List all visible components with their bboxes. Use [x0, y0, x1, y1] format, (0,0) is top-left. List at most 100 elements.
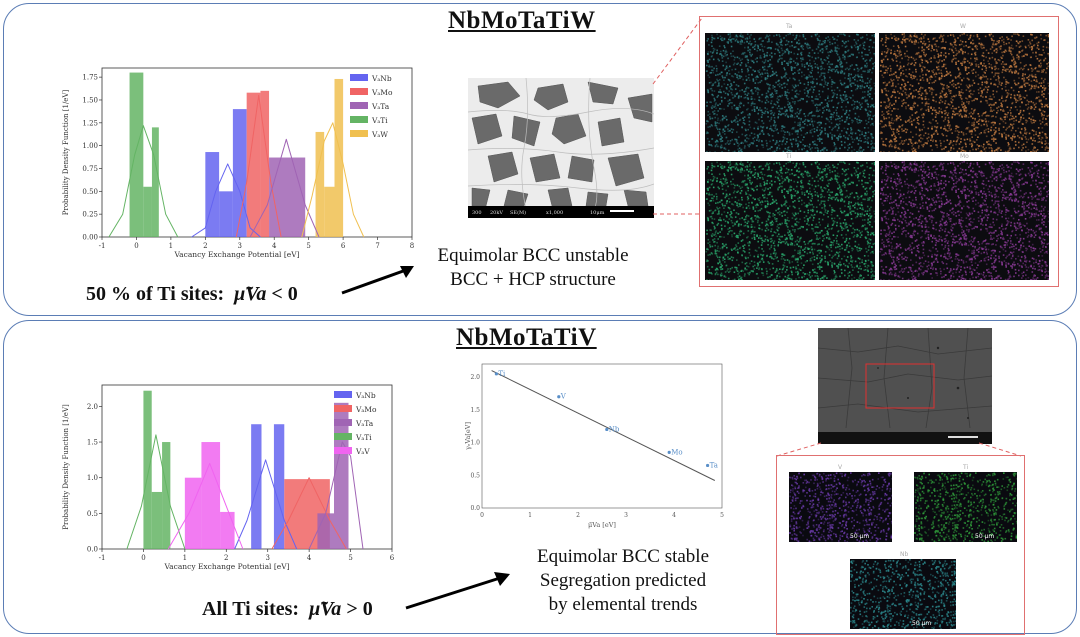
bottom-caption-line-1: Equimolar BCC stable [536, 546, 710, 567]
y-tick-label: 0.50 [82, 188, 98, 196]
scatter-point-label-ta: Ta [710, 461, 718, 469]
x-tick-label: 6 [390, 554, 395, 562]
top-statement-prefix: 50 % of Ti sites: [86, 283, 225, 305]
kde-va_nb [234, 459, 298, 550]
y-tick-label: 1.5 [87, 439, 98, 447]
scatter-point-ti [494, 372, 498, 376]
legend-swatch-va_v [334, 447, 352, 454]
top-caption-line-1: Equimolar BCC unstable [437, 245, 629, 266]
scatter-frame [481, 363, 723, 509]
y-tick-label: 0.00 [82, 234, 98, 242]
eds-map-nb [850, 559, 958, 631]
sem-bar-kv: 20kV [490, 210, 503, 216]
scatter-point-mo [667, 450, 671, 454]
y-tick-label: 1.75 [82, 74, 98, 82]
legend-label-va_ti: VₐTi [355, 433, 372, 442]
legend-swatch-va_w [350, 130, 368, 137]
x-tick-label: 7 [375, 242, 379, 250]
scatter-x-tick: 4 [672, 512, 676, 519]
scatter-fit-line [491, 370, 716, 481]
scatter-point-v [557, 395, 561, 399]
x-tick-label: 8 [410, 242, 414, 250]
x-tick-label: 1 [169, 242, 173, 250]
bar-va_v [184, 477, 202, 549]
scatter-point-label-v: V [560, 393, 567, 401]
x-tick-label: 0 [134, 242, 138, 250]
legend-label-va_ta: VₐTa [355, 419, 374, 428]
legend-label-va_nb: VₐNb [355, 391, 376, 400]
legend-swatch-va_ta [350, 102, 368, 109]
x-tick-label: 3 [238, 242, 242, 250]
eds-map-v-label: V [838, 464, 843, 471]
legend-swatch-va_nb [350, 74, 368, 81]
top-statement-mu: μ̃Va [234, 283, 267, 305]
y-tick-label: 0.75 [82, 165, 98, 173]
bar-va_ti [143, 390, 152, 549]
eds-map-ti-scale: 50 μm [975, 533, 995, 540]
legend-swatch-va_nb [334, 391, 352, 398]
scatter-x-tick: 5 [720, 512, 724, 519]
x-tick-label: 5 [348, 554, 352, 562]
scatter-y-tick: 0.0 [470, 505, 480, 512]
bar-va_v [201, 442, 221, 549]
eds-map-mo-label: Mo [960, 153, 969, 160]
bar-va_w [315, 131, 325, 237]
eds-map-nb-label: Nb [900, 551, 909, 558]
y-tick-label: 0.25 [82, 211, 98, 219]
y-tick-label: 1.25 [82, 119, 98, 127]
bar-va_v [220, 511, 235, 549]
sem-texture: 300 20kV SE(M) x1,000 10μm [468, 78, 654, 218]
bottom-statement-mu: μ̃Va [309, 598, 342, 620]
legend-label-va_nb: VₐNb [371, 74, 392, 83]
top-zoom-guides [652, 17, 703, 215]
legend-label-va_v: VₐV [355, 447, 370, 456]
bar-va_ti [129, 72, 144, 237]
legend-swatch-va_ti [334, 433, 352, 440]
bottom-zoom-guides [776, 442, 1022, 457]
bar-va_nb [219, 191, 233, 237]
scatter-y-label: γₑVa[eV] [464, 422, 472, 450]
bar-va_nb [273, 424, 285, 549]
bar-va_w [334, 78, 344, 237]
kde-va_ta [308, 441, 364, 550]
bottom-arrow [405, 572, 510, 610]
bottom-sem-micrograph [818, 328, 992, 444]
eds-map-ti-label: Ti [786, 153, 792, 160]
top-arrow [341, 266, 414, 295]
eds-map-v [789, 472, 894, 544]
scatter-point-label-nb: Nb [609, 425, 620, 433]
x-axis-label: Vacancy Exchange Potential [eV] [163, 562, 289, 571]
y-tick-label: 1.00 [82, 142, 98, 150]
sem-bar-mag: x1,000 [546, 210, 563, 216]
scatter-x-tick: 1 [528, 512, 532, 519]
legend-swatch-va_ta [334, 419, 352, 426]
x-tick-label: 0 [141, 554, 145, 562]
y-axis-label: Probability Density Function [1/eV] [62, 404, 70, 530]
scatter-x-tick: 0 [480, 512, 484, 519]
bar-va_ti [162, 442, 171, 549]
x-tick-label: 3 [265, 554, 269, 562]
x-tick-label: 6 [341, 242, 346, 250]
eds-map-nb-scale: 50 μm [912, 620, 932, 627]
top-eds-frame [699, 16, 1059, 287]
x-axis-label: Vacancy Exchange Potential [eV] [173, 250, 299, 259]
bar-va_ta [317, 513, 334, 549]
eds-map-ti-bottom [914, 472, 1019, 544]
scatter-x-tick: 2 [576, 512, 580, 519]
bottom-statement-prefix: All Ti sites: [202, 598, 300, 620]
bar-va_w [324, 186, 335, 237]
y-axis-label: Probability Density Function [1/eV] [62, 89, 70, 215]
top-statement: 50 % of Ti sites: μ̃Va < 0 [86, 283, 298, 306]
bottom-caption-line-2: Segregation predicted [539, 570, 707, 591]
top-panel-title: NbMoTaTiW [448, 7, 596, 34]
y-tick-label: 0.0 [87, 546, 98, 554]
scatter-y-tick: 0.5 [470, 472, 480, 479]
bottom-statement-relation: > 0 [346, 598, 373, 620]
legend-label-va_ti: VₐTi [371, 116, 388, 125]
x-tick-label: -1 [99, 242, 106, 250]
legend-label-va_mo: VₐMo [371, 88, 393, 97]
bar-va_nb [205, 152, 220, 237]
scatter-y-tick: 2.0 [470, 374, 480, 381]
x-tick-label: 1 [183, 554, 187, 562]
x-tick-label: 5 [306, 242, 310, 250]
